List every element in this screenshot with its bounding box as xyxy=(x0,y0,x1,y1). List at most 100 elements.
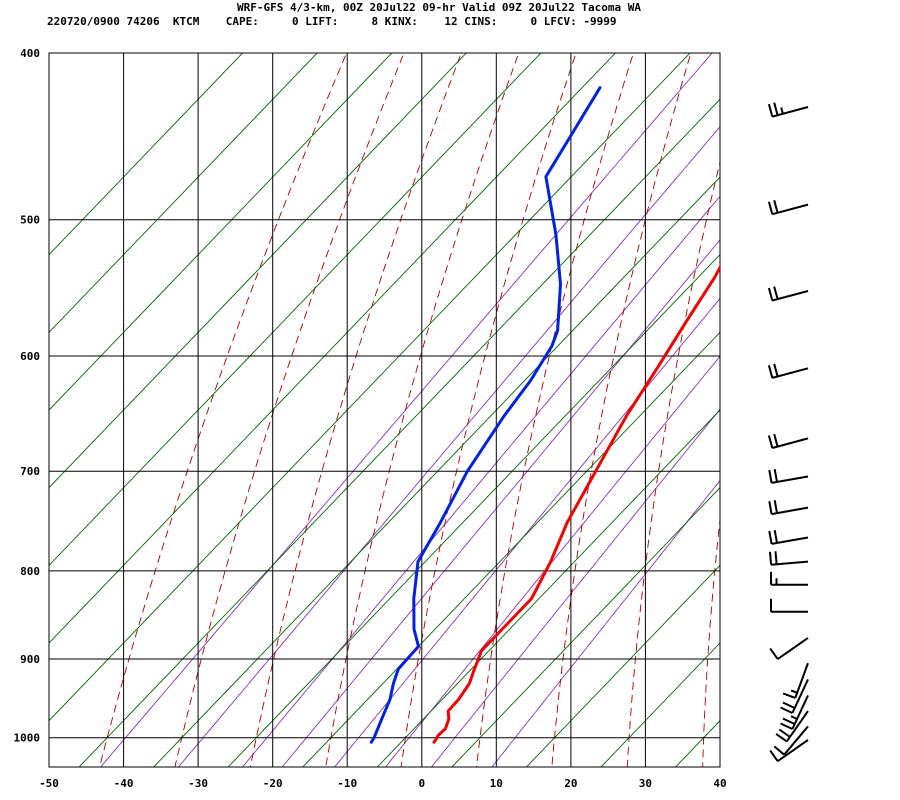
dewpoint-profile-line xyxy=(369,86,602,744)
wind-barb-staff xyxy=(771,506,809,516)
wind-barb-flag xyxy=(773,102,779,116)
wind-barb-flag xyxy=(773,433,779,447)
wind-barb xyxy=(769,739,809,763)
pressure-tick-label: 400 xyxy=(20,47,40,60)
wind-barb-flag xyxy=(780,706,793,714)
wind-barb-flag xyxy=(782,717,796,725)
wind-barb-staff xyxy=(777,637,809,660)
wind-barb-staff xyxy=(791,694,809,730)
isotherm-line xyxy=(302,331,720,767)
wind-barb-flag xyxy=(782,692,796,699)
dry-adiabat-line xyxy=(852,44,900,771)
dry-adiabat-line xyxy=(702,516,720,767)
wind-barb xyxy=(768,500,809,516)
wind-barb-flag xyxy=(778,728,791,738)
plot-frame xyxy=(48,52,721,768)
wind-barbs xyxy=(767,102,809,763)
temperature-profile-line xyxy=(432,264,720,744)
wind-barb-flag xyxy=(773,363,779,377)
isotherm-line xyxy=(49,53,244,256)
pressure-tick-label: 700 xyxy=(20,465,40,478)
wind-barb-flag xyxy=(773,745,785,756)
wind-barb-flag xyxy=(767,435,774,449)
dry-adiabat-line xyxy=(325,53,520,767)
wind-barb-flag xyxy=(780,722,793,730)
wind-barb xyxy=(769,637,809,660)
dry-adiabat-line xyxy=(99,53,348,767)
wind-barb-staff xyxy=(771,560,809,566)
wind-barb xyxy=(770,571,808,586)
wind-barb-flag xyxy=(769,647,779,660)
wind-barb-flag xyxy=(782,701,796,709)
isotherm-line xyxy=(451,487,720,767)
wind-barb xyxy=(780,694,809,730)
wind-barb xyxy=(782,662,809,699)
temperature-tick-label: 30 xyxy=(639,777,652,790)
wind-barb xyxy=(773,725,809,756)
pressure-tick-label: 600 xyxy=(20,350,40,363)
temperature-tick-label: -20 xyxy=(263,777,283,790)
wind-barb-flag xyxy=(769,551,773,565)
isotherm-line xyxy=(49,53,617,644)
dry-adiabat-line xyxy=(551,53,692,767)
wind-barb-flag xyxy=(773,530,778,544)
wind-barb xyxy=(767,286,809,302)
chart-title: WRF-GFS 4/3-km, 00Z 20Jul22 09-hr Valid … xyxy=(237,1,641,14)
sounding-profiles xyxy=(369,86,720,744)
pressure-tick-label: 500 xyxy=(20,214,40,227)
wind-barb-flag xyxy=(767,201,774,215)
wind-barb-flag xyxy=(769,749,779,762)
pressure-tick-label: 900 xyxy=(20,653,40,666)
wind-barb-half-flag xyxy=(790,689,798,694)
wind-barb-flag xyxy=(773,469,778,483)
wind-barb xyxy=(770,598,808,613)
isotherm-line xyxy=(49,53,542,567)
isotherm-line xyxy=(49,53,318,334)
wind-barb-flag xyxy=(768,501,773,515)
isotherm-line xyxy=(49,53,393,411)
dry-adiabat-line xyxy=(400,53,577,767)
axis-tick-labels: -50 -40 -30 -20 -10 0 10 20 30 40 400 500 600 700 800 9… xyxy=(14,47,727,790)
wind-barb xyxy=(767,363,809,379)
temperature-tick-label: -30 xyxy=(188,777,208,790)
wind-barb-half-flag xyxy=(790,715,798,720)
mixing-ratio-line xyxy=(491,479,720,767)
wind-barb xyxy=(767,102,809,118)
isotherm-line xyxy=(78,98,720,767)
wind-barb xyxy=(769,551,809,566)
dry-adiabat-line xyxy=(778,44,865,771)
wind-barb-flag xyxy=(768,469,773,484)
wind-barb xyxy=(775,710,809,743)
wind-barb-flag xyxy=(767,103,774,117)
mixing-ratio-line xyxy=(100,53,713,767)
mixing-ratio-line xyxy=(177,126,720,767)
dry-adiabat-line xyxy=(626,160,720,767)
isotherm-line xyxy=(600,642,720,767)
temperature-tick-label: 20 xyxy=(564,777,577,790)
wind-barb-staff xyxy=(785,710,809,742)
dry-adiabat-line xyxy=(174,53,405,767)
isotherm-line xyxy=(49,53,467,489)
wind-barb-staff xyxy=(777,739,809,763)
wind-barb xyxy=(768,469,809,484)
wind-barb xyxy=(780,678,809,714)
isotherm-line xyxy=(525,564,720,767)
wind-barb-half-flag xyxy=(780,107,784,115)
wind-barb-flag xyxy=(773,199,779,214)
isotherm-line xyxy=(153,176,720,767)
dry-adiabat-line xyxy=(476,53,634,767)
wind-barb-flag xyxy=(774,551,778,565)
temperature-tick-label: -10 xyxy=(337,777,357,790)
temperature-tick-label: 40 xyxy=(713,777,726,790)
isotherm-line xyxy=(674,720,720,767)
mixing-ratio-line xyxy=(384,355,720,767)
dry-adiabat-lines xyxy=(99,44,900,771)
temperature-tick-label: 0 xyxy=(418,777,425,790)
wind-barb-flag xyxy=(773,286,779,300)
wind-barb-flag xyxy=(768,530,773,545)
isotherm-line xyxy=(49,53,691,722)
wind-barb xyxy=(768,530,809,545)
wind-barb-staff xyxy=(794,662,809,699)
pressure-tick-label: 1000 xyxy=(14,732,41,745)
